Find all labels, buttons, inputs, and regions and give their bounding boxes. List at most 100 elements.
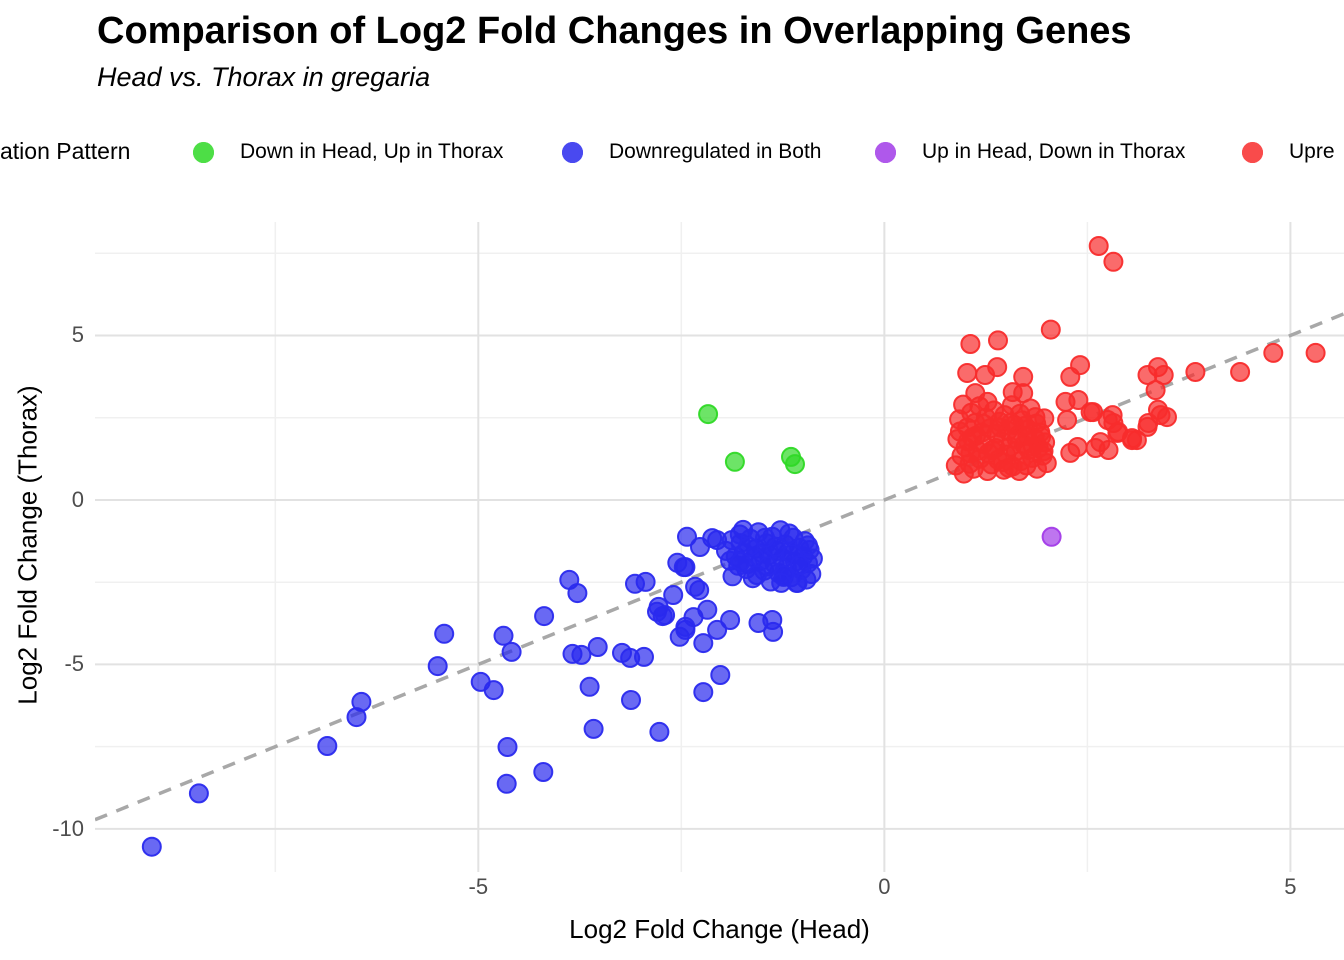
plot-panel [95, 222, 1344, 872]
legend-item-label: Downregulated in Both [609, 140, 822, 163]
data-point [1126, 430, 1147, 451]
data-point [960, 334, 981, 354]
data-point [579, 676, 600, 697]
data-point [988, 330, 1008, 351]
data-point [1305, 342, 1326, 363]
data-point [1088, 236, 1109, 256]
chart-title: Comparison of Log2 Fold Changes in Overl… [97, 10, 1132, 52]
data-point [351, 691, 372, 712]
legend-item-downregulated-in-both: Downregulated in Both [562, 136, 821, 168]
legend-item-label: Up in Head, Down in Thorax [922, 140, 1186, 163]
data-point [957, 363, 978, 383]
data-point [785, 454, 805, 475]
data-point [427, 656, 448, 677]
data-point [1001, 412, 1021, 433]
data-point [1138, 413, 1159, 433]
data-point [1068, 390, 1089, 410]
data-point [798, 535, 818, 556]
data-point [693, 633, 714, 654]
legend-key-blue-icon [562, 141, 583, 163]
chart-subtitle: Head vs. Thorax in gregaria [97, 62, 431, 92]
data-point [141, 836, 162, 857]
legend-title: ation Pattern [0, 138, 131, 164]
data-point [755, 527, 775, 548]
data-point [663, 585, 684, 605]
data-point [649, 721, 670, 742]
y-tick-label: -10 [52, 815, 84, 841]
data-point [635, 571, 656, 592]
data-point [779, 523, 800, 544]
data-point [987, 357, 1008, 378]
data-point [693, 682, 714, 703]
legend-item-upregulated: Upre [1242, 136, 1335, 168]
data-point [533, 762, 554, 782]
data-point [1230, 362, 1251, 382]
data-point [1057, 410, 1078, 430]
data-point [534, 606, 555, 627]
data-point [571, 644, 592, 665]
data-point [496, 773, 517, 794]
data-point [1040, 319, 1061, 340]
data-point [655, 605, 676, 626]
data-point [188, 783, 209, 804]
data-point [501, 641, 522, 662]
data-point [675, 616, 696, 637]
data-point [621, 690, 641, 710]
data-point [1185, 362, 1206, 382]
legend-item-label: Upre [1289, 140, 1335, 163]
x-tick-label: -5 [468, 874, 489, 899]
legend-item-down-head-up-thorax: Down in Head, Up in Thorax [193, 136, 503, 168]
data-point [720, 610, 741, 630]
x-axis-title: Log2 Fold Change (Head) [569, 914, 870, 944]
y-tick-label: -5 [64, 651, 84, 677]
data-point [673, 557, 694, 578]
scatter-plot [95, 222, 1344, 872]
data-point [583, 718, 604, 739]
data-point [1080, 402, 1101, 423]
data-point [1263, 342, 1284, 363]
y-tick-label: 5 [71, 322, 84, 348]
data-point [1033, 441, 1054, 462]
data-point [738, 536, 759, 557]
data-point [722, 566, 743, 587]
data-point [960, 443, 981, 464]
legend-item-label: Down in Head, Up in Thorax [240, 140, 504, 163]
data-point [724, 451, 745, 472]
data-point [707, 619, 728, 640]
data-point [677, 526, 697, 547]
data-point [1009, 461, 1030, 481]
data-point [1060, 442, 1081, 463]
data-point [1157, 407, 1177, 428]
x-tick-label: 5 [1284, 874, 1297, 899]
data-point [710, 665, 731, 685]
data-point [763, 621, 784, 642]
data-point [1153, 365, 1174, 385]
data-point [746, 565, 767, 585]
y-tick-label: 0 [71, 486, 84, 512]
data-point [483, 680, 504, 701]
y-axis-title: Log2 Fold Change (Thorax) [12, 385, 43, 705]
data-point [949, 421, 970, 442]
data-point [587, 637, 608, 657]
legend-key-red-icon [1242, 141, 1263, 163]
data-point [1145, 380, 1166, 401]
data-point [1070, 355, 1091, 376]
data-point [1103, 251, 1124, 272]
data-point [992, 452, 1013, 473]
data-point [567, 583, 588, 604]
data-point [698, 404, 719, 425]
data-point [697, 599, 718, 620]
legend-key-green-icon [193, 141, 214, 163]
legend: ation Pattern Down in Head, Up in Thorax… [0, 136, 1344, 168]
data-point [1025, 407, 1046, 428]
data-point [1017, 425, 1038, 446]
legend-key-purple-icon [875, 141, 896, 163]
data-point [690, 537, 710, 557]
x-tick-label: 0 [878, 874, 891, 899]
data-point [317, 736, 338, 756]
data-point [685, 576, 706, 597]
data-point [1098, 440, 1119, 460]
data-point [789, 555, 810, 576]
data-point [497, 737, 518, 757]
data-point [634, 646, 654, 667]
